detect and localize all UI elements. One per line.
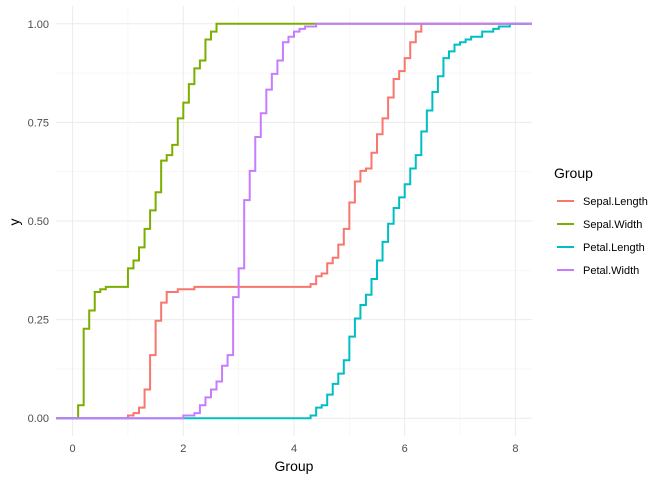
series-line-sepal-length bbox=[56, 22, 532, 420]
legend-title: Group bbox=[554, 165, 593, 181]
y-tick-label: 0.00 bbox=[28, 413, 49, 425]
x-tick-label: 2 bbox=[180, 443, 186, 455]
x-tick-label: 4 bbox=[291, 443, 297, 455]
x-axis-title: Group bbox=[275, 458, 314, 474]
x-tick-label: 0 bbox=[70, 443, 76, 455]
grid bbox=[56, 6, 532, 436]
legend-label-sepal-width: Sepal.Width bbox=[583, 219, 642, 231]
series-line-petal-width bbox=[56, 22, 532, 420]
series-lines bbox=[56, 22, 532, 420]
y-axis-title: y bbox=[6, 219, 22, 226]
y-tick-label: 0.25 bbox=[28, 315, 49, 327]
x-tick-label: 8 bbox=[512, 443, 518, 455]
legend-label-sepal-length: Sepal.Length bbox=[583, 196, 648, 208]
legend: Group Sepal.Length Sepal.Width Petal.Lengt… bbox=[554, 165, 648, 277]
y-tick-label: 0.75 bbox=[28, 117, 49, 129]
x-tick-label: 6 bbox=[402, 443, 408, 455]
y-tick-label: 1.00 bbox=[28, 19, 49, 31]
y-axis-ticks: 0.00 0.25 0.50 0.75 1.00 bbox=[28, 19, 49, 425]
legend-label-petal-length: Petal.Length bbox=[583, 242, 645, 254]
y-tick-label: 0.50 bbox=[28, 216, 49, 228]
series-line-petal-length bbox=[56, 22, 532, 420]
series-line-sepal-width bbox=[56, 22, 532, 420]
legend-label-petal-width: Petal.Width bbox=[583, 265, 639, 277]
x-axis-ticks: 0 2 4 6 8 bbox=[70, 443, 519, 455]
